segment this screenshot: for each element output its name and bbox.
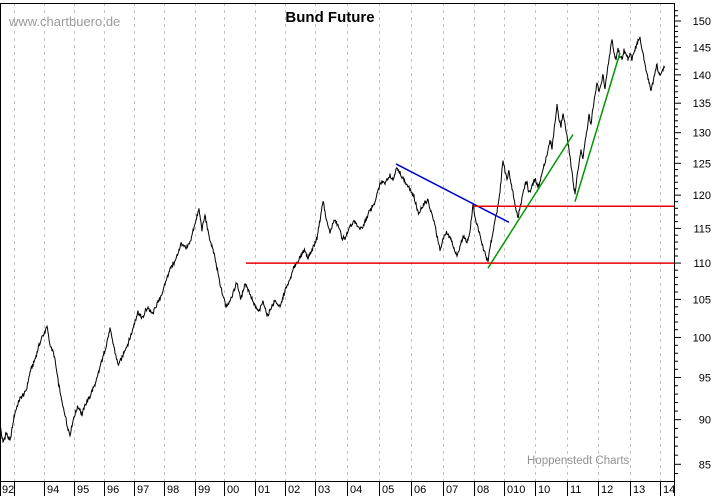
x-axis-labels: 92 94 95 96 97 98 99 00 01 02 03 04 05 06 07 08 010 10 11 1… [2, 484, 675, 496]
overlay-lines [246, 52, 674, 269]
y-axis-label: 100 [693, 332, 711, 344]
y-axis-label: 85 [699, 459, 711, 471]
x-axis-label: 06 [414, 484, 426, 496]
y-axis-labels: 85 90 95 100 105 110 115 120 125 130 135 140 145 150 [693, 16, 711, 471]
year-gridlines [14, 3, 661, 481]
x-axis-label: 98 [167, 484, 179, 496]
y-axis-label: 120 [693, 190, 711, 202]
x-axis-label: 14 [663, 484, 675, 496]
x-axis-label: 13 [633, 484, 645, 496]
x-axis-label: 97 [137, 484, 149, 496]
plot-frame [0, 3, 675, 496]
x-axis-label: 96 [107, 484, 119, 496]
x-axis-label: 07 [446, 484, 458, 496]
x-axis-label: 11 [570, 484, 581, 496]
uptrend-line-2011-2012 [574, 52, 621, 202]
price-series-group [0, 36, 666, 444]
x-axis-label: 05 [382, 484, 394, 496]
y-axis-label: 135 [693, 98, 711, 110]
y-axis-label: 150 [693, 16, 711, 28]
hoppenstedt-credit: Hoppenstedt Charts [527, 455, 630, 467]
y-axis-label: 145 [693, 42, 711, 54]
x-axis-label: 94 [47, 484, 59, 496]
x-axis-label: 92 [2, 484, 14, 496]
x-axis-label: 00 [227, 484, 239, 496]
y-axis-ticks [675, 10, 681, 475]
x-axis-label: 99 [198, 484, 210, 496]
y-axis-label: 95 [699, 372, 711, 384]
y-axis-label: 115 [693, 223, 711, 235]
uptrend-line-2008-2010 [487, 134, 574, 269]
x-axis-ticks [14, 481, 661, 496]
x-axis-label: 02 [288, 484, 300, 496]
y-axis-label: 140 [693, 70, 711, 82]
y-axis-label: 90 [699, 415, 711, 427]
x-axis-label: 010 [507, 484, 525, 496]
y-axis-label: 105 [693, 294, 711, 306]
x-axis-label: 03 [318, 484, 330, 496]
x-axis-label: 01 [258, 484, 270, 496]
chart-title: Bund Future [285, 9, 375, 26]
y-axis-label: 125 [693, 158, 711, 170]
x-axis-label: 12 [601, 484, 613, 496]
x-axis-label: 95 [77, 484, 89, 496]
x-axis-label: 08 [477, 484, 489, 496]
y-axis-label: 130 [693, 128, 711, 140]
x-axis-label: 10 [538, 484, 550, 496]
chartbuero-watermark: www.chartbuero.de [9, 14, 121, 29]
x-axis-label: 04 [350, 484, 362, 496]
downtrend-resistance-line-2005-2008 [395, 163, 510, 223]
price-series [0, 36, 666, 444]
y-axis-label: 110 [693, 258, 711, 270]
